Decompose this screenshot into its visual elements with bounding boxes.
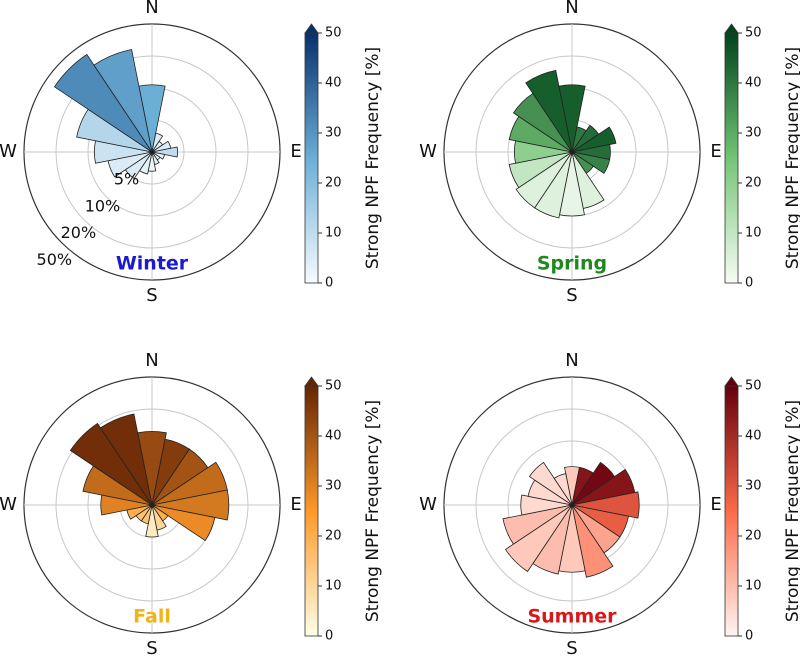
radial-tick-label: 50% <box>37 250 73 269</box>
colorbar-tick-label: 0 <box>745 276 753 291</box>
sector-bar <box>525 69 573 153</box>
colorbar-extend <box>304 376 319 387</box>
colorbar <box>724 385 739 637</box>
radial-tick-label: 20% <box>61 223 97 242</box>
sector-bar <box>151 146 178 158</box>
sector-bar <box>520 494 573 516</box>
sector-bar <box>571 504 614 578</box>
sector-bar <box>515 151 573 209</box>
sector-bar <box>508 151 573 189</box>
direction-label: W <box>0 494 17 515</box>
sector-bar <box>553 473 573 506</box>
colorbar <box>724 32 739 284</box>
sector-bar <box>53 53 153 153</box>
colorbar-tick-label: 30 <box>745 479 762 494</box>
colorbar-tick-label: 10 <box>745 226 762 241</box>
colorbar-tick-label: 20 <box>745 176 762 191</box>
direction-label: S <box>566 638 577 657</box>
colorbar-tick-label: 30 <box>325 126 342 141</box>
colorbar-label: Strong NPF Frequency [%] <box>783 47 800 269</box>
direction-label: E <box>710 494 721 515</box>
direction-label: N <box>565 350 578 371</box>
colorbar-label: Strong NPF Frequency [%] <box>363 400 383 622</box>
colorbar-tick-label: 20 <box>745 529 762 544</box>
colorbar-tick-label: 0 <box>745 629 753 644</box>
sector-bar <box>151 504 216 542</box>
sector-bar <box>571 126 617 153</box>
colorbar-tick-label: 40 <box>745 429 762 444</box>
direction-label: S <box>146 285 157 306</box>
direction-label: S <box>146 638 157 657</box>
colorbar-extend <box>724 23 739 34</box>
sector-bar <box>69 422 153 506</box>
colorbar-tick-label: 30 <box>745 126 762 141</box>
sector-bar <box>502 504 573 545</box>
sector-bar <box>571 151 611 174</box>
radial-tick-label: 10% <box>85 196 121 215</box>
direction-label: W <box>0 141 17 162</box>
colorbar-tick-label: 20 <box>325 529 342 544</box>
sector-bar <box>99 413 153 506</box>
sector-bar <box>145 504 159 538</box>
colorbar-tick-label: 50 <box>325 379 342 394</box>
colorbar-tick-label: 50 <box>325 26 342 41</box>
direction-label: N <box>565 0 578 18</box>
colorbar-tick-label: 20 <box>325 176 342 191</box>
colorbar <box>304 385 319 637</box>
colorbar <box>304 32 319 284</box>
colorbar-label: Strong NPF Frequency [%] <box>363 47 383 269</box>
direction-label: E <box>290 141 301 162</box>
sector-bar <box>151 489 230 521</box>
direction-label: S <box>566 285 577 306</box>
panel-title: Fall <box>133 606 171 628</box>
sector-bar <box>571 491 640 519</box>
colorbar-tick-label: 40 <box>325 76 342 91</box>
colorbar-extend <box>724 376 739 387</box>
direction-label: W <box>419 141 437 162</box>
sector-bar <box>528 461 573 506</box>
panel-title: Spring <box>537 253 607 275</box>
colorbar-tick-label: 10 <box>745 579 762 594</box>
sector-bar <box>93 49 153 153</box>
colorbar-tick-label: 10 <box>325 226 342 241</box>
colorbar-tick-label: 50 <box>745 379 762 394</box>
colorbar-tick-label: 0 <box>325 276 333 291</box>
sector-bar <box>504 504 573 573</box>
direction-label: W <box>419 494 437 515</box>
direction-label: E <box>290 494 301 515</box>
radial-tick-label: 5% <box>114 170 139 189</box>
direction-label: N <box>145 0 158 18</box>
colorbar-tick-label: 0 <box>325 629 333 644</box>
colorbar-tick-label: 40 <box>745 76 762 91</box>
direction-label: N <box>145 350 158 371</box>
panel-title: Winter <box>116 253 189 275</box>
colorbar-extend <box>304 23 319 34</box>
colorbar-tick-label: 30 <box>325 479 342 494</box>
colorbar-tick-label: 10 <box>325 579 342 594</box>
panel-title: Summer <box>527 606 617 628</box>
colorbar-tick-label: 40 <box>325 429 342 444</box>
direction-label: E <box>710 141 721 162</box>
colorbar-tick-label: 50 <box>745 26 762 41</box>
colorbar-label: Strong NPF Frequency [%] <box>783 400 800 622</box>
